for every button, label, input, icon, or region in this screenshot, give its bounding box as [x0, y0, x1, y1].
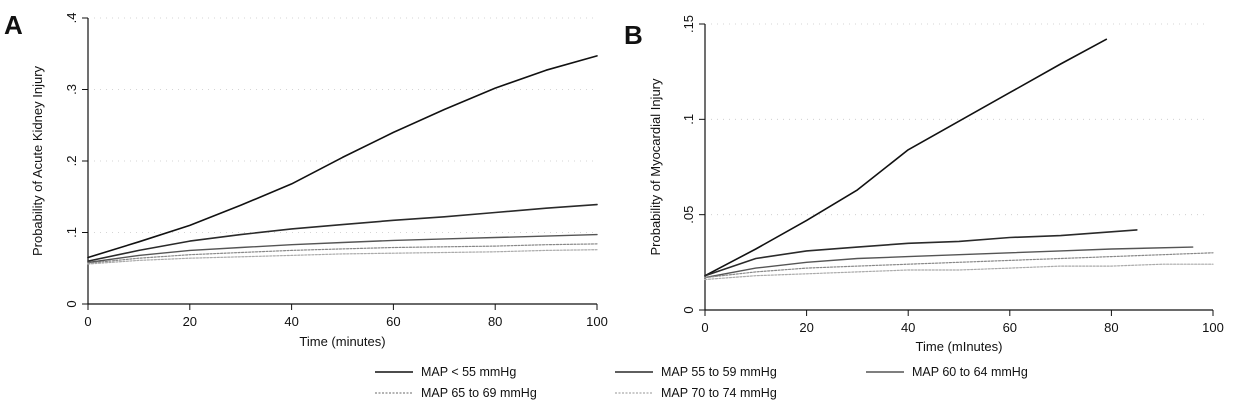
- panel-a-x-tick-label: 60: [386, 314, 400, 329]
- panel-b-series-line-4: [704, 252, 1214, 279]
- panel-b-series-line-5: [704, 263, 1214, 281]
- panel-a-x-tick-label: 100: [586, 314, 608, 329]
- panel-b-y-tick-label: .05: [681, 206, 696, 224]
- panel-a-x-tick-label: 80: [488, 314, 502, 329]
- panel-a-x-tick-label: 0: [84, 314, 91, 329]
- panel-a-series-line-2: [87, 203, 598, 262]
- panel-a-y-tick-label: 0: [64, 300, 79, 307]
- panel-a-y-axis-title: Probability of Acute Kidney Injury: [30, 65, 45, 256]
- legend-label-4: MAP 65 to 69 mmHg: [421, 386, 537, 400]
- panel-a-series-line-3: [87, 233, 598, 264]
- panel-b-x-axis-title: Time (mInutes): [916, 339, 1003, 354]
- panel-a-x-tick-label: 40: [284, 314, 298, 329]
- legend-label-3: MAP 60 to 64 mmHg: [912, 365, 1028, 379]
- panel-a-y-tick-label: .3: [64, 84, 79, 95]
- panel-b-series-line-2: [704, 229, 1138, 277]
- panel-b-series-line-3: [704, 246, 1194, 279]
- panel-a-series-line-5: [87, 249, 598, 265]
- panel-b-x-tick-label: 60: [1003, 320, 1017, 335]
- panel-a-series-line-4: [87, 243, 598, 264]
- panel-b-chart: 0 .05 .1 .15 0 20 40 60 80 100 Time (mInutes) Proba…: [624, 15, 1224, 354]
- panel-a-series-line-1: [87, 55, 598, 259]
- panel-a-chart: 0 .1 .2 .3 .4 0 20 40 60 80 100 Time (minutes) Proba…: [4, 10, 608, 349]
- legend-label-2: MAP 55 to 59 mmHg: [661, 365, 777, 379]
- panel-b-x-tick-label: 0: [701, 320, 708, 335]
- panel-a-y-tick-label: .2: [64, 156, 79, 167]
- panel-b-y-tick-label: .15: [681, 15, 696, 33]
- panel-b-x-tick-label: 40: [901, 320, 915, 335]
- panel-a-x-axis-title: Time (minutes): [299, 334, 385, 349]
- panel-a-x-tick-label: 20: [183, 314, 197, 329]
- panel-b-y-axis-title: Probability of Myocardial Injury: [648, 78, 663, 256]
- panel-b-y-tick-label: 0: [681, 306, 696, 313]
- panel-b-x-tick-label: 100: [1202, 320, 1224, 335]
- panel-b-letter: B: [624, 20, 643, 50]
- legend-label-5: MAP 70 to 74 mmHg: [661, 386, 777, 400]
- panel-b-x-tick-label: 80: [1104, 320, 1118, 335]
- panel-b-x-tick-label: 20: [799, 320, 813, 335]
- panel-b-y-tick-label: .1: [681, 114, 696, 125]
- panel-a-y-tick-label: .1: [64, 227, 79, 238]
- panel-a-letter: A: [4, 10, 23, 40]
- panel-a-y-tick-label: .4: [64, 13, 79, 24]
- panel-b-series-line-1: [704, 38, 1108, 277]
- legend: MAP < 55 mmHg MAP 55 to 59 mmHg MAP 60 to …: [375, 365, 1028, 400]
- legend-label-1: MAP < 55 mmHg: [421, 365, 516, 379]
